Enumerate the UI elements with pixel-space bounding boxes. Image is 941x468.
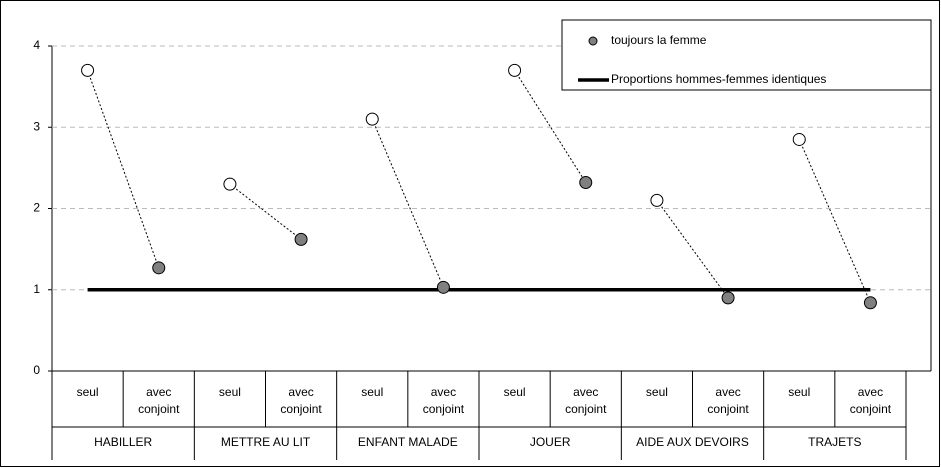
connector [798,139,871,303]
connector [371,118,444,288]
x-tick-label: avec conjoint [849,385,892,416]
point [365,112,379,126]
y-tick-label: 1 [33,282,40,296]
group-label: ENFANT MALADE [358,435,458,449]
group-label: AIDE AUX DEVOIRS [636,435,749,449]
point [294,232,308,246]
point [792,132,806,146]
x-tick-label: seul [76,385,99,399]
legend-label: Proportions hommes-femmes identiques [611,72,826,86]
x-tick-label: seul [218,385,241,399]
x-tick-label: seul [788,385,811,399]
point [81,63,95,77]
x-tick-label: seul [645,385,668,399]
group-label: HABILLER [94,435,152,449]
point [152,261,166,275]
x-tick-label: avec conjoint [565,385,607,416]
x-tick-label: seul [361,385,384,399]
legend-label: toujours la femme [611,33,707,47]
point [721,291,735,305]
x-tick-label: avec conjoint [280,385,322,416]
y-tick-label: 3 [33,119,40,133]
group-label: METTRE AU LIT [221,435,311,449]
connector [656,200,729,299]
y-tick-label: 2 [33,201,40,215]
point [579,176,593,189]
group-label: JOUER [530,435,571,449]
x-tick-label: seul [503,385,526,399]
point [223,177,237,191]
group-label: TRAJETS [808,435,861,449]
point [436,280,450,294]
x-tick-label: avec conjoint [138,385,180,416]
point [863,296,877,310]
y-tick-label: 0 [33,363,40,377]
x-tick-label: avec conjoint [422,385,465,416]
point [508,63,522,77]
legend-marker [588,36,598,46]
legend-box [561,19,932,91]
point [650,193,664,207]
y-tick-label: 4 [33,38,40,52]
connector [229,183,302,240]
x-tick-label: avec conjoint [707,385,749,416]
connector [87,70,160,268]
